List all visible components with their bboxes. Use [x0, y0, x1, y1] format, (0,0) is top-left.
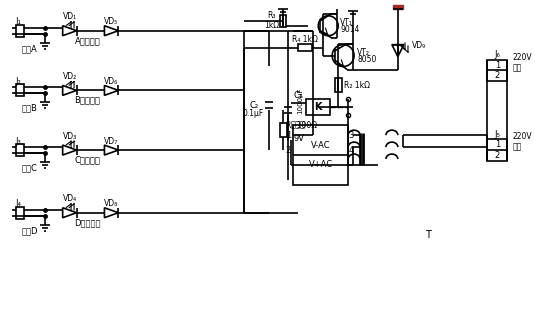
Text: J₃: J₃ — [15, 136, 21, 146]
Text: VD₂: VD₂ — [63, 72, 77, 81]
Text: 1kΩ: 1kΩ — [264, 21, 279, 30]
Bar — [16, 25, 24, 37]
Text: 8050: 8050 — [357, 55, 377, 64]
Text: 1000μF: 1000μF — [297, 87, 303, 113]
Text: C上线指示: C上线指示 — [74, 156, 101, 164]
Text: 继电器: 继电器 — [291, 121, 306, 130]
Bar — [280, 15, 286, 27]
Text: B上线指示: B上线指示 — [74, 96, 101, 105]
Text: 0.1μF: 0.1μF — [243, 109, 264, 118]
Text: J₅: J₅ — [494, 130, 500, 139]
Text: V-AC: V-AC — [311, 141, 331, 150]
Text: T: T — [425, 229, 431, 240]
Text: 1: 1 — [495, 140, 500, 149]
Bar — [487, 139, 507, 161]
Bar — [335, 78, 342, 92]
Text: 3: 3 — [348, 131, 354, 140]
Text: 2: 2 — [286, 146, 291, 155]
Text: 1: 1 — [495, 60, 500, 70]
Text: C₁: C₁ — [293, 91, 303, 100]
Bar — [16, 144, 24, 156]
Text: 2: 2 — [495, 151, 500, 160]
Text: C₂: C₂ — [249, 101, 258, 110]
Text: 220V
输入: 220V 输入 — [512, 53, 532, 72]
Text: 1: 1 — [286, 131, 291, 140]
Text: VD₄: VD₄ — [63, 194, 77, 203]
Text: J₆: J₆ — [494, 50, 500, 59]
Text: 9014: 9014 — [340, 25, 360, 34]
Text: VD₅: VD₅ — [104, 17, 119, 26]
Text: D上线指示: D上线指示 — [74, 218, 101, 227]
Bar — [16, 84, 24, 96]
Text: 用户B: 用户B — [22, 104, 38, 113]
Text: VT₂: VT₂ — [357, 48, 370, 57]
Text: V+AC: V+AC — [309, 161, 333, 169]
Bar — [280, 123, 287, 137]
Text: A上线指示: A上线指示 — [75, 36, 101, 45]
Text: R₄ 1kΩ: R₄ 1kΩ — [293, 35, 318, 44]
Text: K: K — [315, 102, 322, 112]
Bar — [293, 125, 348, 185]
Bar — [299, 44, 312, 51]
Text: 2: 2 — [495, 72, 500, 81]
Bar — [487, 59, 507, 82]
Text: 用户A: 用户A — [22, 44, 37, 53]
Bar — [393, 5, 403, 9]
Text: J₁: J₁ — [15, 17, 21, 26]
Text: 9V: 9V — [293, 134, 304, 143]
Text: R₁ 100Ω: R₁ 100Ω — [286, 121, 318, 130]
Text: J₄: J₄ — [15, 199, 21, 208]
Text: R₃: R₃ — [268, 11, 276, 20]
Text: VD₆: VD₆ — [104, 77, 119, 86]
Bar — [307, 99, 330, 115]
Bar — [16, 207, 24, 219]
Text: 用户D: 用户D — [21, 226, 38, 235]
Text: VD₁: VD₁ — [63, 12, 77, 21]
Text: VD₉: VD₉ — [412, 41, 426, 50]
Text: 用户C: 用户C — [22, 163, 38, 173]
Text: 4: 4 — [348, 146, 354, 155]
Text: VT₁: VT₁ — [340, 18, 353, 27]
Text: J₂: J₂ — [15, 77, 21, 86]
Text: VD₇: VD₇ — [104, 136, 118, 146]
Text: VD₃: VD₃ — [63, 132, 77, 141]
Text: VD₈: VD₈ — [104, 199, 119, 208]
Text: 220V
输入: 220V 输入 — [512, 132, 532, 152]
Text: R₂ 1kΩ: R₂ 1kΩ — [344, 81, 370, 90]
